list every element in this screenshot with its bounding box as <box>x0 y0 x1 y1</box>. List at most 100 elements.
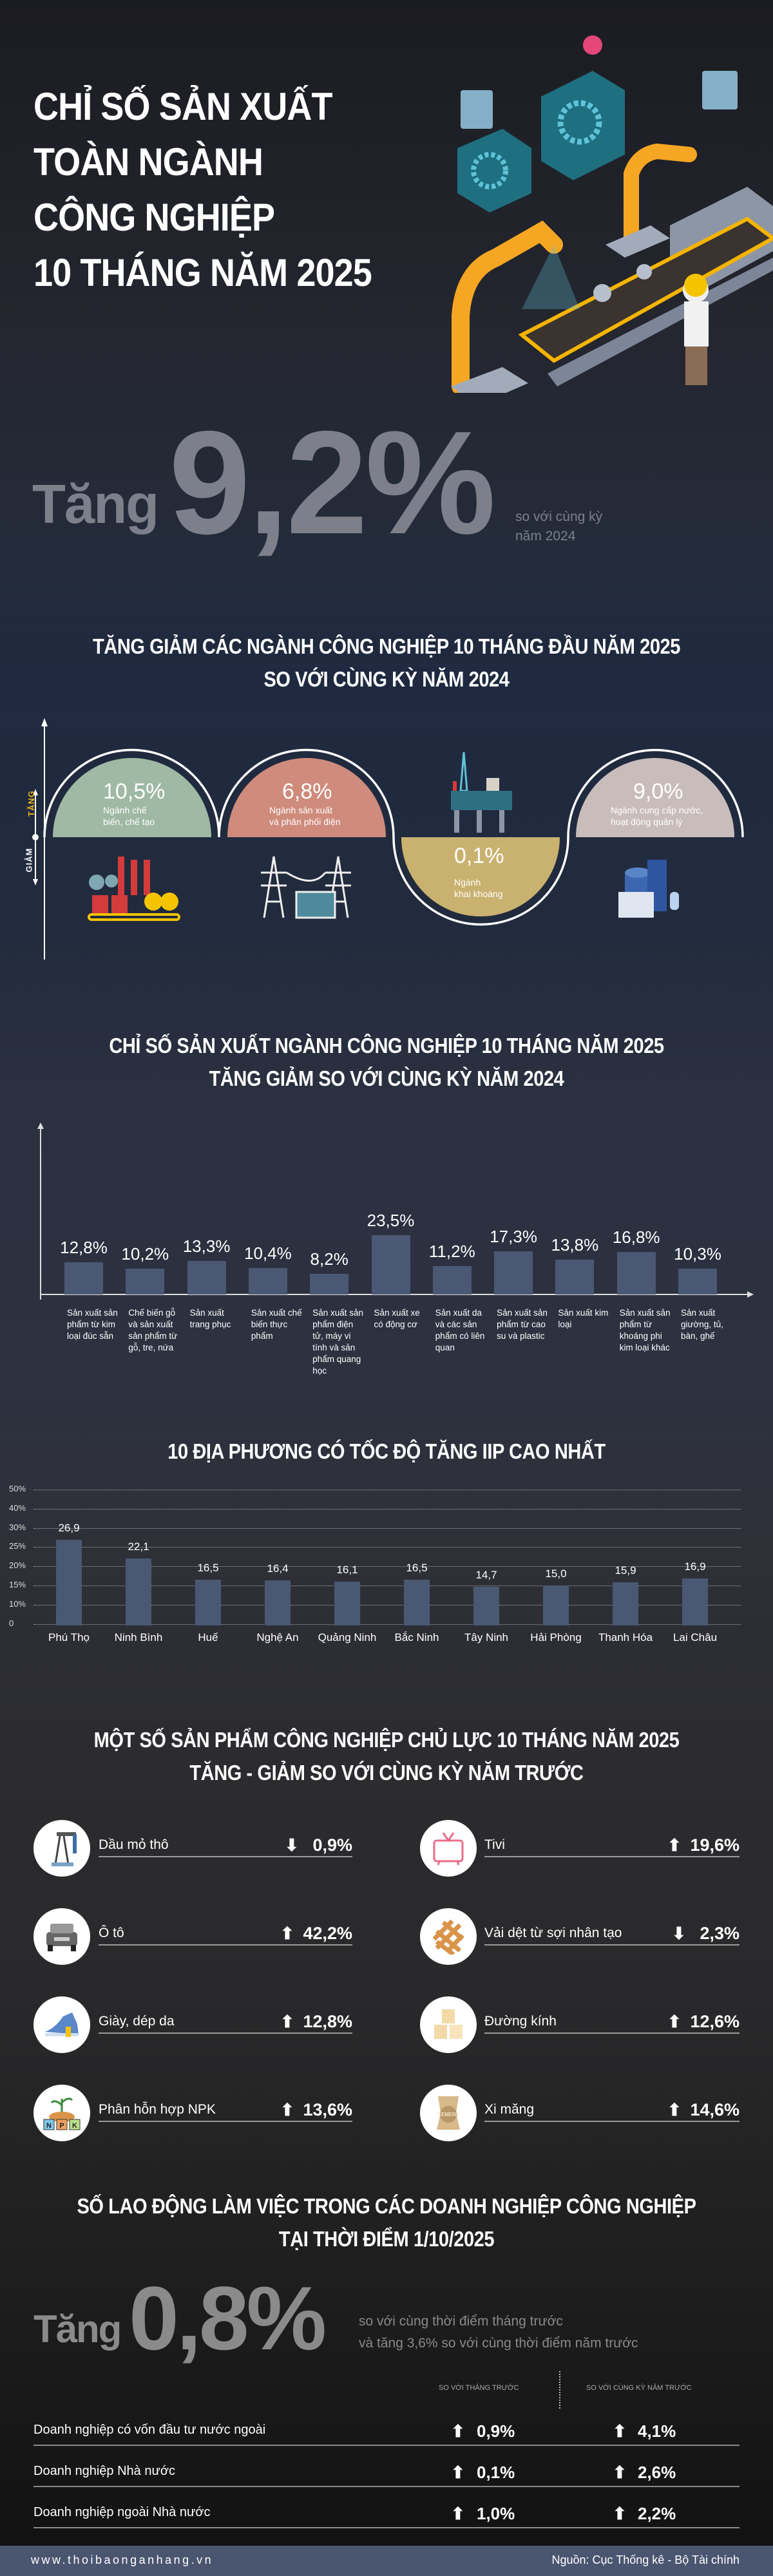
bar <box>473 1586 499 1625</box>
arrow-up-icon: ⬆ <box>451 2421 465 2441</box>
increase-note: so với cùng kỳ năm 2024 <box>515 509 603 544</box>
source-text: Nguồn: Cục Thống kê - Bộ Tài chính <box>551 2553 740 2566</box>
category-label: Tây Ninh <box>464 1631 509 1643</box>
product-name: Ô tô <box>99 1926 124 1940</box>
bar <box>310 1274 349 1294</box>
sector-value: 10,5% <box>103 779 166 804</box>
divider <box>99 1856 352 1857</box>
category-label: Phú Thọ <box>48 1631 90 1643</box>
bar <box>64 1262 103 1294</box>
sector-item: 9,0% Ngành cung cấp nước, hoạt động quản… <box>611 779 703 827</box>
bar <box>682 1578 708 1625</box>
factory-robot-illustration <box>451 35 773 393</box>
y-tick-label: 15% <box>9 1580 26 1590</box>
category-label: Nghệ An <box>256 1631 299 1643</box>
bar-value-label: 8,2% <box>310 1249 348 1269</box>
bar <box>432 1266 472 1294</box>
bar-value-label: 22,1 <box>128 1540 149 1553</box>
bar-value-label: 10,2% <box>121 1244 169 1264</box>
category-label: Thanh Hóa <box>598 1631 653 1643</box>
bar-value-label: 23,5% <box>367 1211 415 1231</box>
axis-up-label: TĂNG <box>26 790 36 817</box>
arrow-up-icon: ⬆ <box>613 2463 627 2482</box>
bar <box>265 1580 291 1625</box>
row-divider <box>33 2486 740 2487</box>
bar-value-label: 16,9 <box>684 1560 706 1573</box>
divider <box>99 2121 352 2122</box>
npk-letter: K <box>72 2122 77 2130</box>
category-label: Quảng Ninh <box>318 1631 377 1643</box>
product-value: 0,9% <box>312 1835 352 1855</box>
product-name: Giày, dép da <box>99 2014 175 2029</box>
product-name: Đường kính <box>484 2014 557 2029</box>
bar <box>56 1540 82 1625</box>
divider <box>484 1856 740 1857</box>
column-header-month: SO VỚI THÁNG TRƯỚC <box>439 2384 519 2392</box>
category-label: Sản xuất kim loại <box>558 1308 609 1329</box>
product-value: 2,3% <box>700 1924 740 1943</box>
cement-bag-icon: CEMENT <box>420 2085 477 2141</box>
bar <box>248 1268 287 1294</box>
bar-value-label: 16,5 <box>197 1562 219 1575</box>
sugar-cube-icon <box>420 1996 477 2053</box>
category-label: Sản xuất trang phục <box>189 1308 231 1329</box>
product-value: 12,8% <box>303 2012 352 2031</box>
sector-item: 10,5% Ngành chế biến, chế tạo <box>103 779 166 827</box>
bar-value-label: 16,4 <box>267 1562 289 1575</box>
fabric-icon <box>420 1908 477 1965</box>
sectors-title: TĂNG GIẢM CÁC NGÀNH CÔNG NGHIỆP 10 THÁNG… <box>93 634 680 691</box>
divider <box>484 2032 740 2034</box>
bar <box>543 1586 569 1625</box>
category-label: Bắc Ninh <box>394 1631 439 1643</box>
axis-down-label: GIẢM <box>24 848 34 873</box>
product-name: Xi măng <box>484 2102 535 2117</box>
bar <box>187 1261 226 1294</box>
product-name: Vải dệt từ sợi nhân tạo <box>484 1926 622 1940</box>
arrow-down-icon: ⬇ <box>672 1924 686 1943</box>
arrow-up-icon: ⬆ <box>667 1835 682 1855</box>
divider <box>484 2121 740 2122</box>
x-axis <box>40 1294 749 1295</box>
arrow-up-icon: ⬆ <box>280 1924 294 1943</box>
arrow-up-icon: ⬆ <box>451 2463 465 2482</box>
npk-letter: P <box>59 2122 64 2130</box>
shoe-icon <box>33 1996 90 2053</box>
bar <box>371 1235 410 1294</box>
labor-note: so với cùng thời điểm tháng trước và tăn… <box>359 2314 638 2351</box>
arrow-down-icon: ⬇ <box>285 1835 299 1855</box>
website-link[interactable]: www.thoibaonganhang.vn <box>31 2553 214 2566</box>
year-change: 4,1% <box>638 2421 676 2441</box>
gridline <box>33 1528 741 1529</box>
tv-icon <box>420 1820 477 1877</box>
bar-value-label: 15,0 <box>545 1567 567 1580</box>
sector-value: 0,1% <box>454 844 504 868</box>
column-divider <box>559 2371 560 2409</box>
row-divider <box>33 2445 740 2446</box>
arrow-up-icon: ⬆ <box>667 2100 682 2119</box>
divider <box>484 1944 740 1946</box>
year-change: 2,6% <box>638 2463 676 2482</box>
category-label: Sản xuất chế biến thực phẩm <box>251 1308 302 1341</box>
row-label: Doanh nghiệp Nhà nước <box>33 2464 175 2478</box>
gridline <box>33 1547 741 1548</box>
category-label: Sản xuất sản phẩm từ cao su và plastic <box>497 1308 548 1341</box>
bar-value-label: 13,8% <box>551 1235 599 1255</box>
bar <box>126 1269 165 1294</box>
bar-value-label: 11,2% <box>428 1242 475 1262</box>
gridline <box>33 1624 741 1625</box>
footer: www.thoibaonganhang.vn Nguồn: Cục Thống … <box>0 2546 773 2576</box>
category-label: Sản xuất sản phẩm từ khoáng phi kim loại… <box>619 1308 671 1352</box>
oil-rig-icon <box>451 752 512 833</box>
factory-icon <box>88 857 180 921</box>
category-label: Sản xuất xe có động cơ <box>374 1308 420 1329</box>
water-plant-icon <box>618 860 679 918</box>
column-header-year: SO VỚI CÙNG KỲ NĂM TRƯỚC <box>586 2384 692 2392</box>
labor-title: SỐ LAO ĐỘNG LÀM VIỆC TRONG CÁC DOANH NGH… <box>77 2194 696 2251</box>
arrow-up-icon: ⬆ <box>613 2504 627 2523</box>
chart1-title: CHỈ SỐ SẢN XUẤT NGÀNH CÔNG NGHIỆP 10 THÁ… <box>109 1034 664 1090</box>
product-name: Dầu mỏ thô <box>99 1837 169 1852</box>
y-axis-arrow <box>37 1122 44 1129</box>
arrow-up-icon: ⬆ <box>280 2100 294 2119</box>
bar <box>195 1580 221 1625</box>
